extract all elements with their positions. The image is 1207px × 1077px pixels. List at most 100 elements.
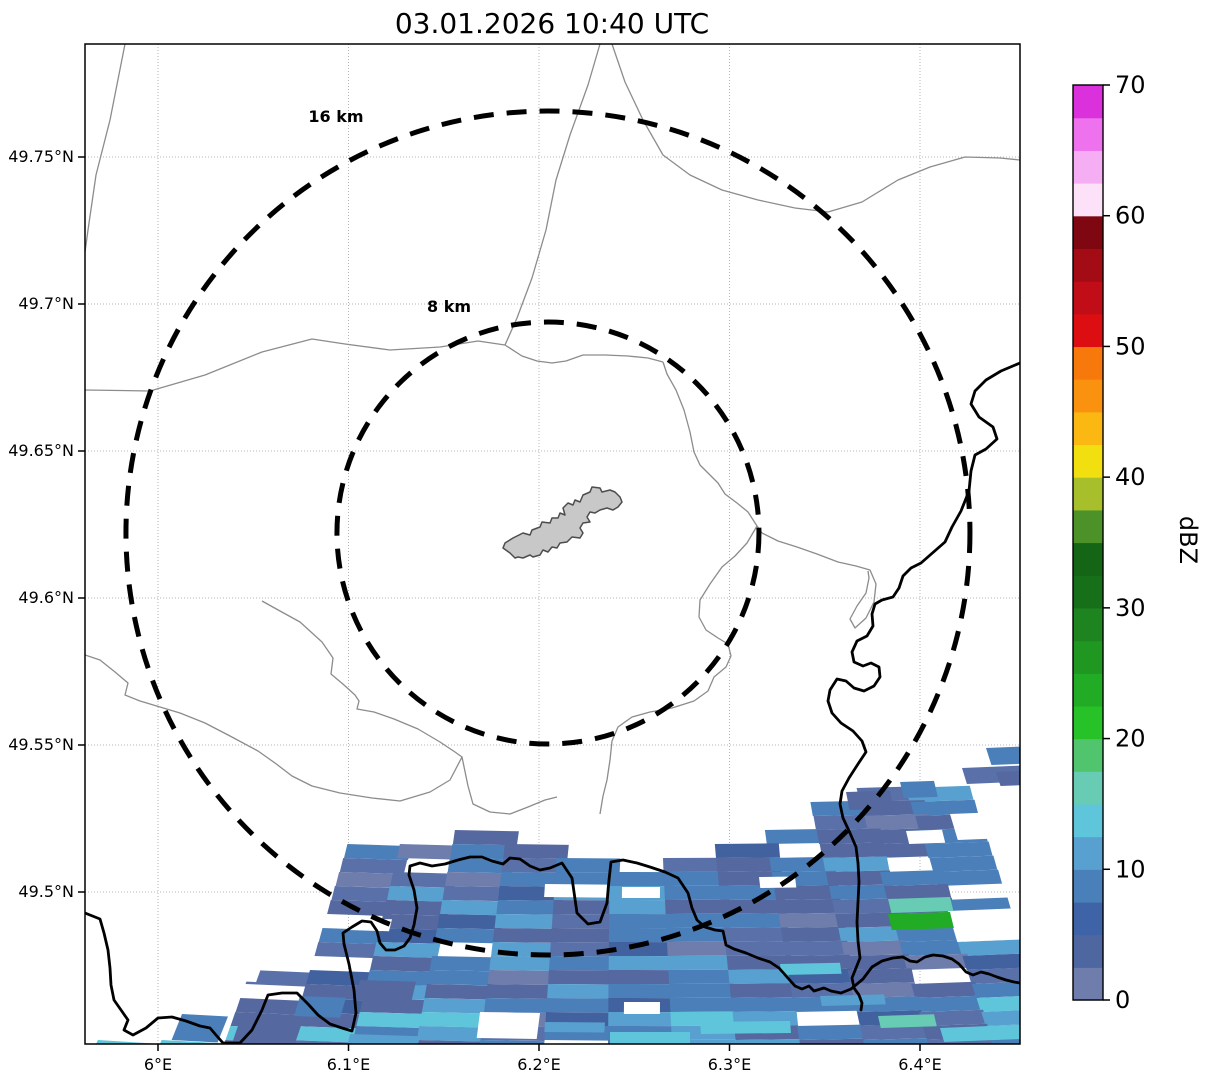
radar-cell (667, 941, 732, 956)
colorbar-segment (1073, 150, 1103, 184)
colorbar-tick-label: 10 (1115, 855, 1146, 883)
radar-cell (609, 872, 674, 887)
colorbar-segment (1073, 575, 1103, 609)
radar-cell-streak (820, 994, 886, 1006)
river-line (662, 361, 763, 534)
radar-cell (981, 1010, 1020, 1026)
radar-cell-streak (544, 1022, 605, 1033)
radar-cell (847, 968, 915, 984)
radar-cell-teal (888, 897, 954, 913)
lon-tick-label: 6.1°E (327, 1055, 371, 1073)
colorbar-tick-label: 0 (1115, 986, 1130, 1014)
colorbar-tick-label: 30 (1115, 594, 1146, 622)
river-line (761, 532, 877, 629)
colorbar-segment (1073, 542, 1103, 576)
radar-cell (442, 886, 509, 902)
radar-cell (421, 998, 489, 1014)
radar-cell (434, 928, 502, 944)
colorbar-segment (1073, 411, 1103, 446)
radar-cell (822, 856, 890, 872)
radar-cell (397, 844, 464, 860)
radar-cell (609, 914, 674, 929)
radar-cell (728, 969, 794, 984)
radar-cell (860, 1024, 928, 1040)
radar-cell (735, 1039, 801, 1044)
radar-gap (950, 811, 1020, 840)
radar-cell (872, 842, 940, 858)
radar-cell (437, 914, 504, 930)
map-frame (84, 43, 1021, 1045)
range-ring-16km (123, 108, 973, 958)
radar-cell (608, 956, 673, 971)
radar-cell (722, 913, 788, 928)
river-line (85, 654, 558, 815)
radar-cell (331, 886, 399, 903)
radar-cell (344, 844, 412, 861)
radar-cell (957, 939, 1020, 956)
axis-ticks-and-labels: 6°E 6.1°E 6.2°E 6.3°E 6.4°E 49.75°N 49.7°N 49.6… (8, 147, 942, 1074)
radar-gap (621, 887, 660, 898)
range-ring-labels: 16 km 8 km (308, 107, 471, 316)
colorbar-segment (1073, 901, 1103, 936)
radar-cell (96, 1040, 162, 1044)
radar-cell (487, 970, 554, 985)
range-ring-8km (334, 319, 762, 747)
radar-cell (863, 1038, 929, 1044)
radar-gap (948, 908, 1020, 942)
radar-cell (669, 983, 734, 998)
radar-cell (314, 942, 383, 959)
radar-cell (355, 980, 416, 1002)
radar-cell (838, 926, 906, 942)
radar-cell (664, 885, 729, 900)
radar-cell (719, 885, 785, 900)
radar-cell (895, 925, 964, 942)
range-ring-label-8km: 8 km (427, 297, 471, 316)
radar-cell (159, 1040, 226, 1044)
radar-cell (799, 1038, 865, 1044)
lat-tick-label: 49.5°N (18, 882, 74, 901)
radar-cell (846, 790, 894, 810)
colorbar-segment (1073, 281, 1103, 315)
radar-cell (665, 899, 730, 914)
radar-cell (452, 830, 519, 846)
colorbar-segment (1073, 444, 1103, 478)
radar-cell (731, 997, 797, 1012)
colorbar-segment (1073, 836, 1103, 870)
radar-cell (608, 970, 673, 985)
radar-cell (499, 872, 566, 887)
radar-cell (829, 884, 896, 900)
radar-cell (547, 984, 612, 999)
radar-cell (549, 956, 614, 971)
colorbar-segment (1073, 673, 1103, 707)
radar-cell (390, 872, 458, 888)
radar-cell-streak (780, 962, 842, 975)
radar-cell (781, 926, 848, 942)
colorbar-segment (1073, 934, 1103, 968)
colorbar-segment (1073, 379, 1103, 413)
colorbar-tick-label: 60 (1115, 202, 1146, 230)
radar-gap (906, 829, 946, 844)
lon-tick-label: 6.4°E (898, 1055, 942, 1073)
radar-cell (962, 953, 1020, 970)
airport-area-polygon (502, 486, 623, 559)
radar-gap (476, 1012, 540, 1039)
radar-cell (911, 981, 979, 998)
radar-cell (370, 956, 438, 972)
lat-tick-label: 49.65°N (8, 441, 74, 460)
range-rings (123, 108, 973, 958)
country-border (85, 855, 1020, 1044)
colorbar-outline (1072, 84, 1104, 1001)
radar-gap (212, 930, 274, 983)
radar-cell (816, 828, 884, 844)
river-lines (85, 44, 1020, 815)
radar-cell (769, 856, 836, 872)
radar-cell (424, 984, 491, 1000)
colorbar-segment (1073, 803, 1103, 838)
radar-cell (429, 956, 496, 972)
radar-cell (608, 928, 673, 943)
radar-cell (546, 998, 612, 1013)
colorbar-segment (1073, 215, 1103, 249)
radar-gap (544, 884, 607, 898)
lon-tick-label: 6.2°E (517, 1055, 561, 1073)
